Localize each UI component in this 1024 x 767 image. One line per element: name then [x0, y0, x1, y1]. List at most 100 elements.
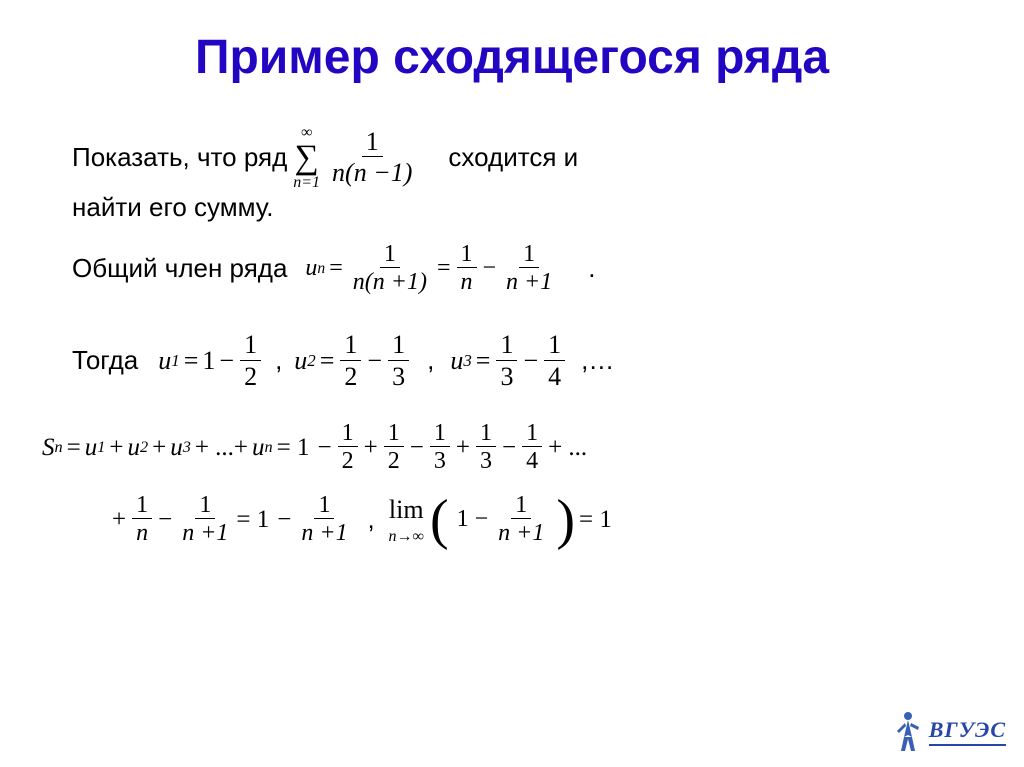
f13b: 13	[476, 420, 496, 476]
m: −	[158, 504, 172, 537]
slide-title: Пример сходящегося ряда	[0, 0, 1024, 125]
n: 1	[430, 420, 450, 447]
eq-sign-2: =	[437, 253, 451, 284]
minus: −	[523, 344, 538, 378]
minus-sign: −	[483, 253, 497, 284]
partial-sum-line: Sn = u1 + u2 + u3 + ...+ un = 1 − 12 + 1…	[36, 420, 952, 476]
den: n	[457, 268, 477, 297]
n: 1	[338, 420, 358, 447]
sigma-sign: ∑	[295, 141, 319, 175]
f-inner: 1n +1	[494, 492, 548, 548]
sub-2: 2	[307, 350, 315, 372]
plusdots: + ...+	[195, 432, 248, 465]
frac-13b: 1 3	[496, 331, 517, 392]
u2: u	[127, 432, 140, 465]
d: 2	[384, 447, 404, 476]
sigma-bottom: n=1	[293, 175, 320, 191]
lim-cond: n→∞	[389, 527, 424, 548]
var-u1: u	[158, 344, 171, 378]
lim-text: lim	[389, 493, 424, 527]
text-show: Показать, что ряд	[72, 141, 287, 175]
d: 4	[522, 447, 542, 476]
eq1: = 1	[236, 504, 269, 537]
var-u3: u	[450, 344, 463, 378]
p: +	[112, 504, 126, 537]
den: n +1	[502, 268, 556, 297]
general-term: Общий член ряда un = 1 n(n +1) = 1 n − 1…	[72, 241, 952, 297]
u3: u	[170, 432, 183, 465]
num: 1	[380, 241, 400, 268]
sn: n	[265, 437, 273, 458]
f1n1b: 1n +1	[297, 492, 351, 548]
un: u	[252, 432, 265, 465]
f13: 13	[430, 420, 450, 476]
comma: ,	[427, 344, 434, 378]
d: n +1	[178, 519, 232, 548]
text-find-sum: найти его сумму.	[72, 191, 273, 225]
d: 3	[476, 447, 496, 476]
m: −	[318, 432, 332, 465]
sub-1: 1	[171, 350, 179, 372]
series-fraction: 1 n(n −1)	[328, 128, 416, 189]
logo-figure-icon	[893, 709, 923, 753]
var-S: S	[42, 432, 55, 465]
n: 1	[132, 492, 152, 519]
den: 2	[240, 361, 261, 392]
den: n(n +1)	[349, 268, 431, 297]
num: 1	[457, 241, 477, 268]
paren-left: (	[430, 498, 449, 543]
f14: 14	[522, 420, 542, 476]
frac-1n1: 1 n +1	[502, 241, 556, 297]
p: +	[456, 432, 470, 465]
plus: +	[109, 432, 123, 465]
limit-line: + 1n − 1n +1 = 1 − 1n +1 , lim n→∞ ( 1 −…	[72, 492, 952, 548]
var-u: u	[305, 253, 317, 284]
m: −	[277, 504, 291, 537]
text-then: Тогда	[72, 344, 138, 378]
sigma-symbol: ∞ ∑ n=1	[293, 125, 320, 191]
d: n	[132, 519, 152, 548]
minus: −	[367, 344, 382, 378]
f1n: 1n	[132, 492, 152, 548]
num: 1	[496, 331, 517, 361]
one: 1	[202, 344, 215, 378]
var-u2: u	[294, 344, 307, 378]
n: 1	[195, 492, 215, 519]
p: +	[364, 432, 378, 465]
n: 1	[511, 492, 531, 519]
one: 1	[457, 504, 469, 535]
m: −	[475, 504, 489, 535]
frac-1n: 1 n	[457, 241, 477, 297]
frac-num: 1	[362, 128, 383, 158]
n: 1	[522, 420, 542, 447]
den: 3	[388, 361, 409, 392]
frac-den: n(n −1)	[328, 157, 416, 188]
plus: +	[152, 432, 166, 465]
problem-statement: Показать, что ряд ∞ ∑ n=1 1 n(n −1) сход…	[72, 125, 952, 225]
trail: + ...	[548, 432, 587, 465]
university-logo: ВГУЭС	[893, 709, 1006, 753]
s3: 3	[183, 437, 191, 458]
sub-3: 3	[463, 350, 471, 372]
eq: =	[320, 344, 335, 378]
frac-12: 1 2	[340, 331, 361, 392]
text-general-term: Общий член ряда	[72, 252, 287, 286]
eq1: = 1	[277, 432, 310, 465]
then-terms: Тогда u1 = 1 − 1 2 , u2 = 1 2 − 1 3 ,	[72, 331, 952, 392]
frac-half: 1 2	[240, 331, 261, 392]
frac-14: 1 4	[544, 331, 565, 392]
num: 1	[340, 331, 361, 361]
dot: .	[588, 252, 595, 286]
comma: ,	[368, 504, 375, 537]
eq: =	[184, 344, 199, 378]
num: 1	[240, 331, 261, 361]
dots: ,…	[581, 344, 614, 378]
slide-content: Показать, что ряд ∞ ∑ n=1 1 n(n −1) сход…	[0, 125, 1024, 548]
num: 1	[544, 331, 565, 361]
limit-block: lim n→∞	[389, 493, 424, 548]
frac-13: 1 3	[388, 331, 409, 392]
frac-un1: 1 n(n +1)	[349, 241, 431, 297]
sub-n: n	[55, 437, 63, 458]
f1n1: 1n +1	[178, 492, 232, 548]
u1: u	[85, 432, 98, 465]
